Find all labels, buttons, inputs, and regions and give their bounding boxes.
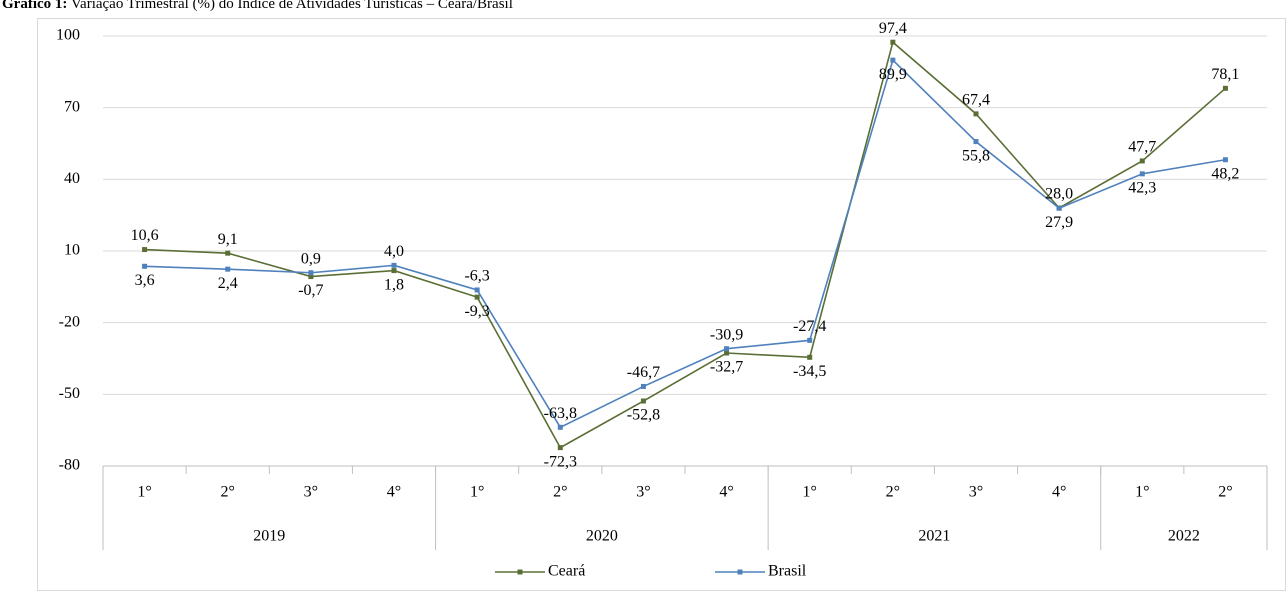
value-label: -32,7 [710,359,743,376]
point [474,294,480,300]
point [640,383,646,389]
point [308,270,314,276]
value-label: 1,8 [384,276,404,293]
x-tick-label: 4° [1052,484,1066,501]
point [973,111,979,117]
value-label: 55,8 [962,147,990,164]
x-tick-label: 1° [470,484,484,501]
value-label: 67,4 [962,92,990,109]
point [807,354,813,360]
value-label: 27,9 [1045,214,1073,231]
value-label: -63,8 [544,405,577,422]
x-tick-label: 1° [803,484,817,501]
point [391,268,397,274]
value-label: 47,7 [1128,139,1156,156]
y-tick-label: 40 [64,170,80,187]
x-tick-label: 3° [304,484,318,501]
point [724,346,730,352]
point [557,445,563,451]
year-label: 2021 [918,528,950,545]
point [308,274,314,280]
point [391,262,397,268]
legend-marker [737,569,743,575]
point [890,39,896,45]
point [1139,171,1145,177]
point [1222,157,1228,163]
y-tick-label: -20 [59,313,80,330]
y-tick-label: 70 [64,98,80,115]
series-line [144,58,1226,429]
value-label: 2,4 [218,275,238,292]
x-tick-label: 2° [221,484,235,501]
value-label: -9,3 [464,303,489,320]
year-label: 2022 [1168,528,1200,545]
chart-frame [37,18,1286,591]
value-label: -6,3 [464,268,489,285]
point [225,250,231,256]
x-tick-label: 4° [719,484,733,501]
value-label: 78,1 [1211,66,1239,83]
title-label: Gráfico 1: [2,0,67,12]
year-label: 2019 [253,528,285,545]
value-label: -52,8 [627,407,660,424]
point [807,337,813,343]
x-tick-label: 1° [1135,484,1149,501]
value-label: 97,4 [879,20,907,37]
value-label: 28,0 [1045,186,1073,203]
legend-label: Ceará [548,563,585,580]
y-tick-label: -80 [59,457,80,474]
point [142,247,148,253]
year-label: 2020 [586,528,618,545]
value-label: 89,9 [879,66,907,83]
value-label: -72,3 [544,453,577,470]
y-tick-label: -50 [59,385,80,402]
point [1222,85,1228,91]
value-label: -46,7 [627,364,660,381]
y-tick-label: 100 [56,27,80,44]
point [973,139,979,145]
point [1139,158,1145,164]
value-label: 42,3 [1128,180,1156,197]
x-tick-label: 2° [886,484,900,501]
value-label: -34,5 [793,363,826,380]
value-label: -27,4 [793,318,826,335]
x-tick-label: 1° [137,484,151,501]
value-label: 9,1 [218,231,238,248]
point [225,266,231,272]
x-tick-label: 4° [387,484,401,501]
value-label: 10,6 [131,227,159,244]
point [640,398,646,404]
point [1056,205,1062,211]
point [724,350,730,356]
value-label: 3,6 [135,272,155,289]
point [474,287,480,293]
chart-title: Gráfico 1: Variação Trimestral (%) do Ín… [2,0,513,12]
legend-label: Brasil [768,563,807,580]
value-label: 4,0 [384,243,404,260]
x-tick-label: 3° [636,484,650,501]
x-tick-label: 2° [1218,484,1232,501]
value-label: -0,7 [298,282,323,299]
title-text: Variação Trimestral (%) do Índice de Ati… [71,0,513,12]
series-line [144,40,1226,449]
x-tick-label: 2° [553,484,567,501]
value-label: 48,2 [1211,165,1239,182]
point [557,424,563,430]
point [142,263,148,269]
point [890,57,896,63]
value-label: 0,9 [301,250,321,267]
legend-marker [517,569,523,575]
value-label: -30,9 [710,326,743,343]
y-tick-label: 10 [64,242,80,259]
x-tick-label: 3° [969,484,983,501]
